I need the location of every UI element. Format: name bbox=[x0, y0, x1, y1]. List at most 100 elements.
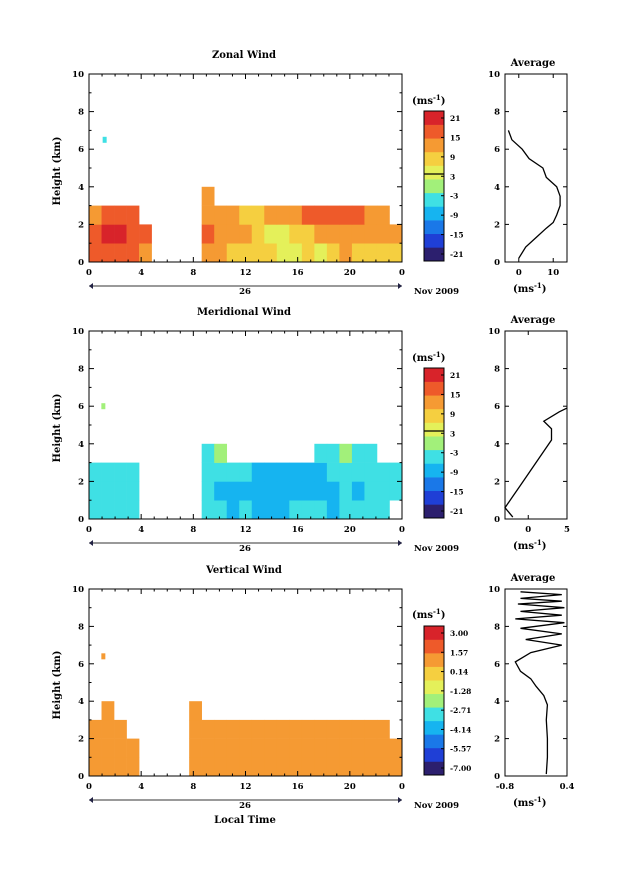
heatmap-cell bbox=[376, 462, 390, 482]
heatmap-cell bbox=[114, 224, 127, 244]
y-tick-label: 0 bbox=[78, 515, 84, 525]
heatmap-cell bbox=[264, 738, 278, 758]
heatmap-cell bbox=[276, 757, 290, 777]
profile-x-tick-label: 5 bbox=[564, 525, 570, 535]
profile-line bbox=[514, 591, 565, 775]
heatmap-cell bbox=[226, 243, 240, 263]
heatmap-cell bbox=[201, 205, 215, 225]
heatmap-cell bbox=[314, 738, 328, 758]
colorbar-tick-label: -1.28 bbox=[450, 687, 471, 696]
heatmap-cell bbox=[289, 224, 303, 244]
profile-y-tick-label: 2 bbox=[494, 220, 500, 230]
heatmap-cell bbox=[276, 719, 290, 739]
y-tick-label: 2 bbox=[78, 735, 84, 745]
heatmap-cell bbox=[226, 757, 240, 777]
heatmap-cell bbox=[301, 719, 315, 739]
colorbar-segment bbox=[424, 449, 444, 464]
heatmap-cell bbox=[301, 738, 315, 758]
panel-zonal: Zonal Wind Height (km) 0 2 4 6 8 10 0 10 21 15 9 3… bbox=[52, 50, 568, 297]
x-tick-label: 0 bbox=[86, 525, 92, 535]
colorbar-tick-label: 3 bbox=[450, 429, 455, 438]
colorbar-segment bbox=[424, 408, 444, 423]
heatmap-cell bbox=[276, 738, 290, 758]
heatmap-cell bbox=[339, 443, 353, 463]
x-tick-label: 20 bbox=[344, 525, 356, 535]
heatmap-cell bbox=[214, 719, 228, 739]
heatmap-cell bbox=[201, 719, 215, 739]
date-bar-start-arrow bbox=[89, 797, 93, 803]
heatmap-cell bbox=[126, 481, 140, 501]
heatmap-cell bbox=[201, 738, 215, 758]
date-bar-start-arrow bbox=[89, 283, 93, 289]
heatmap-cell bbox=[339, 738, 353, 758]
heatmap-cell bbox=[314, 757, 328, 777]
heatmap-cell bbox=[264, 757, 278, 777]
colorbar-segment bbox=[424, 639, 444, 654]
x-tick-label: 12 bbox=[240, 782, 252, 792]
average-profile: 0 2 4 6 8 10 0 5 bbox=[488, 327, 570, 535]
heatmap-cell bbox=[314, 224, 328, 244]
heatmap-cell bbox=[389, 243, 403, 263]
heatmap-cell bbox=[326, 719, 340, 739]
heatmap-cell bbox=[89, 481, 102, 501]
heatmap-cell bbox=[289, 481, 303, 501]
x-tick-label: 0 bbox=[399, 268, 405, 278]
heatmap-cell bbox=[139, 243, 152, 263]
heatmap-cell bbox=[214, 757, 228, 777]
heatmap-cell bbox=[226, 500, 240, 520]
heatmap-cell bbox=[326, 757, 340, 777]
heatmap-cell bbox=[376, 224, 390, 244]
heatmap-cell bbox=[251, 500, 265, 520]
heatmap-cell bbox=[214, 481, 228, 501]
colorbar-unit: (ms-1) bbox=[412, 93, 445, 107]
profile-frame bbox=[504, 330, 568, 520]
heatmap-cell bbox=[264, 481, 278, 501]
heatmap-cell bbox=[251, 243, 265, 263]
heatmap-cell bbox=[89, 500, 102, 520]
colorbar-segment bbox=[424, 747, 444, 762]
heatmap-cell bbox=[89, 738, 102, 758]
colorbar-tick-label: -21 bbox=[450, 250, 464, 259]
colorbar-tick-label: 15 bbox=[450, 390, 460, 399]
date-bar-end-arrow bbox=[398, 797, 402, 803]
heatmap-cell bbox=[289, 500, 303, 520]
colorbar-tick-label: -15 bbox=[450, 488, 464, 497]
heatmap-cell bbox=[389, 481, 403, 501]
heatmap-cell bbox=[214, 462, 228, 482]
heatmap-cell bbox=[339, 205, 353, 225]
panel-vertical: Vertical Wind Height (km) 0 2 4 6 8 10 -0.8 0.4… bbox=[52, 565, 574, 826]
heatmap-cells bbox=[89, 653, 403, 777]
colorbar-segment bbox=[424, 693, 444, 708]
y-axis-label: Height (km) bbox=[52, 137, 63, 206]
heatmap-cell bbox=[364, 205, 378, 225]
average-profile: 0 2 4 6 8 10 0 10 bbox=[488, 70, 568, 278]
x-tick-label: 20 bbox=[344, 782, 356, 792]
heatmap-cell bbox=[326, 205, 340, 225]
heatmap-cell bbox=[314, 481, 328, 501]
heatmap-cell bbox=[364, 757, 378, 777]
x-tick-label: 8 bbox=[190, 268, 196, 278]
heatmap-cell bbox=[389, 462, 403, 482]
heatmap-cell bbox=[276, 500, 290, 520]
heatmap-cell bbox=[351, 500, 365, 520]
heatmap-cell bbox=[114, 500, 127, 520]
heatmap-cell bbox=[276, 462, 290, 482]
heatmap-cell bbox=[314, 243, 328, 263]
heatmap-cell bbox=[364, 243, 378, 263]
y-tick-label: 8 bbox=[78, 365, 84, 375]
x-tick-label: 4 bbox=[138, 525, 144, 535]
heatmap-cell bbox=[364, 224, 378, 244]
main-axes: 0 2 4 6 8 10 0 4 8 12 16 20 0 bbox=[72, 585, 405, 803]
heatmap-cell bbox=[89, 224, 102, 244]
heatmap-cell bbox=[301, 462, 315, 482]
colorbar-tick-label: -7.00 bbox=[450, 764, 471, 773]
heatmap-cell bbox=[101, 243, 115, 263]
heatmap-cell bbox=[301, 757, 315, 777]
heatmap-cell bbox=[239, 719, 253, 739]
heatmap-cell bbox=[201, 224, 215, 244]
date-label: 26 bbox=[239, 287, 251, 297]
heatmap-cell bbox=[339, 243, 353, 263]
heatmap-cell bbox=[264, 462, 278, 482]
profile-title: Average bbox=[510, 58, 556, 69]
